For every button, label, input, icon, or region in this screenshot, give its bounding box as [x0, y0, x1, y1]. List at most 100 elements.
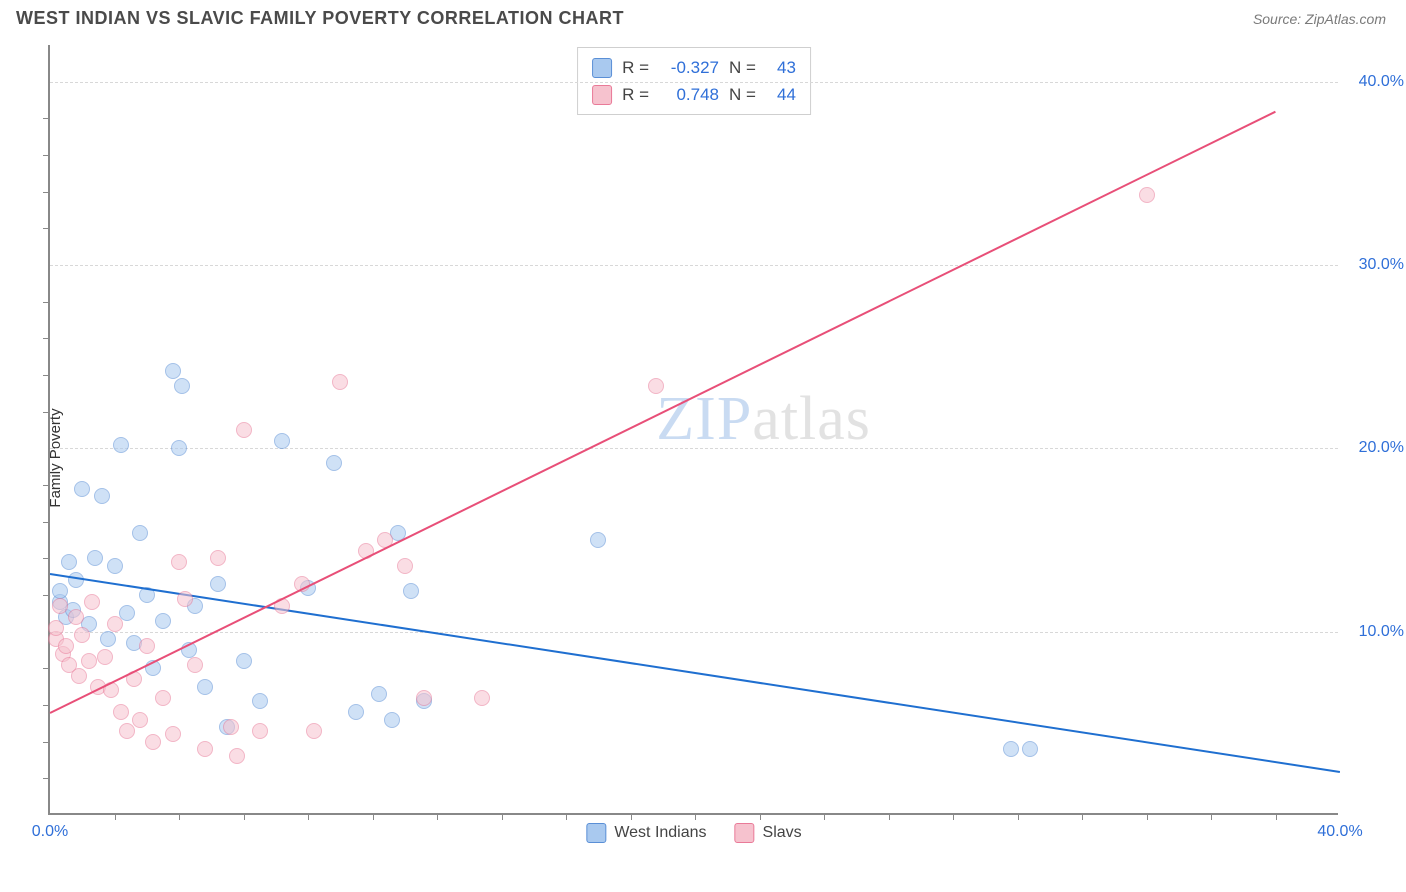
source-name: ZipAtlas.com	[1305, 11, 1386, 27]
scatter-point	[1022, 741, 1038, 757]
y-tick	[43, 668, 50, 669]
x-tick	[179, 813, 180, 820]
stats-r-val-1: 0.748	[659, 81, 719, 108]
scatter-point	[52, 583, 68, 599]
y-tick-label: 30.0%	[1359, 256, 1404, 274]
scatter-point	[236, 653, 252, 669]
x-tick	[244, 813, 245, 820]
scatter-point	[590, 532, 606, 548]
stats-r-label-0: R =	[622, 54, 649, 81]
scatter-point	[236, 422, 252, 438]
scatter-point	[416, 690, 432, 706]
x-tick	[502, 813, 503, 820]
scatter-point	[84, 594, 100, 610]
y-tick	[43, 412, 50, 413]
legend-swatch-1	[735, 823, 755, 843]
scatter-point	[74, 481, 90, 497]
gridline-h	[50, 448, 1338, 449]
y-tick	[43, 338, 50, 339]
y-tick-label: 20.0%	[1359, 439, 1404, 457]
x-tick	[631, 813, 632, 820]
scatter-point	[165, 363, 181, 379]
scatter-point	[384, 712, 400, 728]
scatter-point	[174, 378, 190, 394]
scatter-point	[132, 712, 148, 728]
scatter-point	[306, 723, 322, 739]
watermark-bold: ZIP	[656, 385, 752, 453]
chart-area: Family Poverty ZIPatlas R = -0.327 N = 4…	[0, 33, 1406, 883]
y-tick	[43, 375, 50, 376]
scatter-point	[171, 554, 187, 570]
scatter-point	[332, 374, 348, 390]
scatter-point	[171, 440, 187, 456]
stats-r-val-0: -0.327	[659, 54, 719, 81]
y-tick	[43, 595, 50, 596]
stats-r-label-1: R =	[622, 81, 649, 108]
y-tick	[43, 302, 50, 303]
y-tick	[43, 485, 50, 486]
y-tick	[43, 228, 50, 229]
x-tick	[760, 813, 761, 820]
scatter-point	[474, 690, 490, 706]
gridline-h	[50, 265, 1338, 266]
scatter-point	[71, 668, 87, 684]
stats-n-label-1: N =	[729, 81, 756, 108]
x-tick	[824, 813, 825, 820]
x-tick	[308, 813, 309, 820]
y-tick-label: 40.0%	[1359, 73, 1404, 91]
scatter-point	[58, 638, 74, 654]
scatter-point	[210, 576, 226, 592]
scatter-point	[68, 609, 84, 625]
x-tick	[115, 813, 116, 820]
legend-swatch-0	[586, 823, 606, 843]
watermark: ZIPatlas	[656, 384, 871, 455]
scatter-point	[94, 488, 110, 504]
x-tick	[437, 813, 438, 820]
x-tick-label: 40.0%	[1317, 823, 1362, 841]
y-tick	[43, 778, 50, 779]
scatter-point	[113, 437, 129, 453]
scatter-point	[81, 653, 97, 669]
stats-swatch-0	[592, 58, 612, 78]
stats-n-val-0: 43	[766, 54, 796, 81]
scatter-point	[100, 631, 116, 647]
scatter-point	[119, 723, 135, 739]
y-tick	[43, 742, 50, 743]
scatter-point	[48, 620, 64, 636]
scatter-point	[107, 558, 123, 574]
x-tick	[1211, 813, 1212, 820]
scatter-point	[210, 550, 226, 566]
scatter-point	[252, 723, 268, 739]
stats-n-label-0: N =	[729, 54, 756, 81]
scatter-point	[177, 591, 193, 607]
chart-title: WEST INDIAN VS SLAVIC FAMILY POVERTY COR…	[16, 8, 624, 29]
scatter-point	[119, 605, 135, 621]
scatter-point	[274, 433, 290, 449]
scatter-point	[648, 378, 664, 394]
legend-item-1: Slavs	[735, 823, 802, 843]
y-tick	[43, 118, 50, 119]
scatter-point	[165, 726, 181, 742]
scatter-point	[113, 704, 129, 720]
scatter-point	[348, 704, 364, 720]
x-tick	[1276, 813, 1277, 820]
legend-label-1: Slavs	[763, 824, 802, 842]
x-tick	[695, 813, 696, 820]
scatter-point	[155, 613, 171, 629]
scatter-point	[74, 627, 90, 643]
trend-line-1	[50, 111, 1276, 714]
scatter-point	[52, 598, 68, 614]
scatter-point	[252, 693, 268, 709]
y-tick	[43, 705, 50, 706]
scatter-point	[61, 554, 77, 570]
chart-header: WEST INDIAN VS SLAVIC FAMILY POVERTY COR…	[0, 0, 1406, 33]
y-tick-label: 10.0%	[1359, 623, 1404, 641]
scatter-point	[97, 649, 113, 665]
x-tick	[889, 813, 890, 820]
stats-row-1: R = 0.748 N = 44	[592, 81, 796, 108]
scatter-point	[371, 686, 387, 702]
stats-row-0: R = -0.327 N = 43	[592, 54, 796, 81]
scatter-point	[155, 690, 171, 706]
scatter-point	[397, 558, 413, 574]
x-tick	[953, 813, 954, 820]
